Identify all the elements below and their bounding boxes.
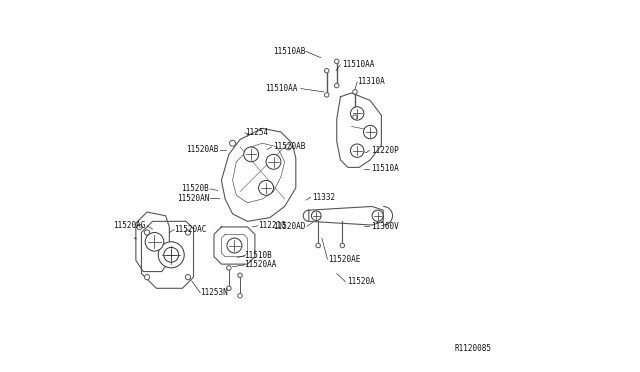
Circle shape [227, 238, 242, 253]
Circle shape [353, 90, 357, 94]
Circle shape [312, 211, 321, 221]
Text: 11520A: 11520A [347, 277, 375, 286]
Circle shape [238, 294, 243, 298]
Text: 11253N: 11253N [200, 288, 228, 297]
Circle shape [227, 266, 231, 270]
Text: 11510B: 11510B [244, 251, 272, 260]
Text: 11510A: 11510A [371, 164, 399, 173]
Text: 11360V: 11360V [371, 222, 399, 231]
Circle shape [285, 144, 291, 150]
Circle shape [364, 125, 377, 139]
Text: 11520AC: 11520AC [174, 225, 207, 234]
Circle shape [351, 107, 364, 120]
Circle shape [351, 144, 364, 157]
Circle shape [164, 247, 179, 262]
Circle shape [145, 275, 150, 280]
Circle shape [259, 180, 273, 195]
Circle shape [324, 68, 329, 73]
Circle shape [340, 243, 344, 248]
Circle shape [316, 243, 321, 248]
Circle shape [186, 275, 191, 280]
Text: 11520AE: 11520AE [328, 255, 361, 264]
Text: 11220P: 11220P [371, 146, 399, 155]
Circle shape [266, 154, 281, 169]
Text: 11520AG: 11520AG [113, 221, 145, 230]
Text: 11510AB: 11510AB [273, 47, 306, 56]
Text: 11520AN: 11520AN [177, 194, 209, 203]
Text: 11520AA: 11520AA [244, 260, 277, 269]
Circle shape [335, 59, 339, 64]
Text: 11520AB: 11520AB [186, 145, 219, 154]
Circle shape [186, 230, 191, 235]
Circle shape [372, 210, 383, 221]
Circle shape [145, 232, 164, 251]
Text: 11332: 11332 [312, 193, 335, 202]
Circle shape [230, 140, 236, 146]
Circle shape [335, 83, 339, 88]
Text: 11520AB: 11520AB [273, 142, 305, 151]
Circle shape [227, 286, 231, 291]
Text: R1120085: R1120085 [455, 344, 492, 353]
Text: 11520B: 11520B [181, 185, 209, 193]
Circle shape [324, 93, 329, 97]
Circle shape [137, 224, 142, 230]
Circle shape [119, 236, 124, 240]
Circle shape [244, 147, 259, 162]
Text: 11221Q: 11221Q [258, 221, 285, 230]
Circle shape [353, 115, 357, 119]
Circle shape [158, 242, 184, 268]
Text: 11310A: 11310A [357, 77, 385, 86]
Circle shape [145, 230, 150, 235]
Text: 11510AA: 11510AA [342, 60, 374, 69]
Text: 11510AA: 11510AA [266, 84, 298, 93]
Circle shape [238, 273, 243, 278]
Text: 11520AD: 11520AD [273, 222, 306, 231]
Text: 11254: 11254 [245, 128, 268, 137]
